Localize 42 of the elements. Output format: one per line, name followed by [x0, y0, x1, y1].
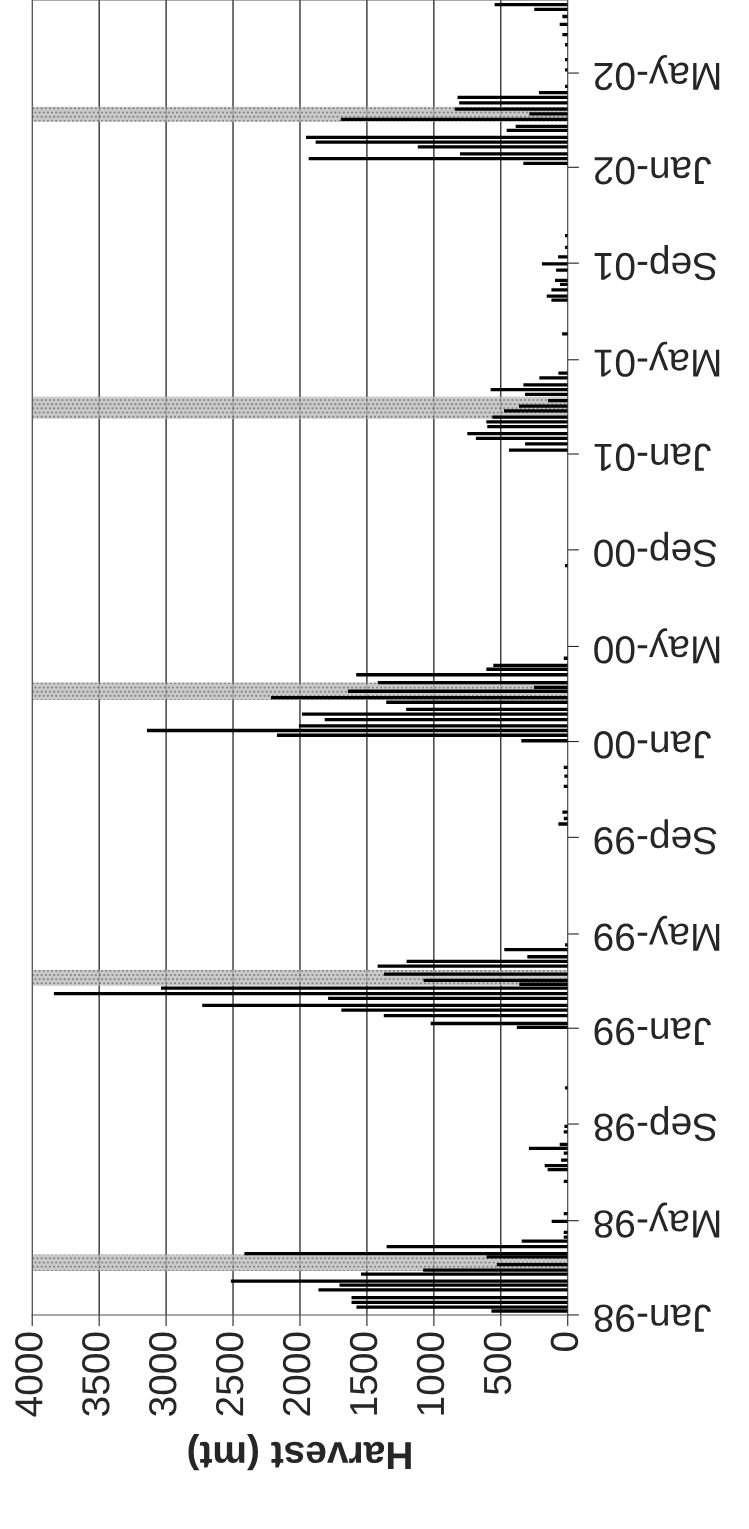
y-tick-label: Sep-00 [594, 531, 717, 567]
bar [521, 739, 568, 743]
bar [523, 161, 568, 166]
bar [521, 1239, 568, 1243]
x-tick-label: 3500 [82, 1332, 110, 1416]
x-tick-label: 1500 [349, 1332, 378, 1415]
y-tick-label: Jan-99 [594, 1017, 712, 1046]
x-tick-label: 500 [483, 1332, 512, 1395]
y-tick-label: Jan-02 [594, 156, 712, 185]
y-tick-label: Sep-01 [594, 245, 717, 281]
bar [506, 128, 568, 133]
y-tick-label: May-98 [594, 1202, 720, 1238]
bar [527, 955, 568, 959]
bar [496, 1263, 568, 1267]
y-tick-label: Jan-00 [594, 731, 712, 759]
x-tick-label: 2000 [282, 1332, 311, 1416]
bar [551, 288, 568, 292]
bar [564, 774, 568, 778]
x-tick-label: 4000 [15, 1332, 43, 1417]
y-tick-label: Jan-01 [594, 443, 712, 472]
bar [347, 689, 568, 693]
bar [558, 822, 568, 826]
bar [541, 262, 568, 266]
x-tick-label: 1000 [416, 1332, 445, 1415]
y-tick-label: May-99 [594, 915, 720, 952]
y-tick-label: May-00 [594, 628, 720, 664]
bar [508, 448, 568, 452]
y-tick-label: Sep-98 [594, 1105, 717, 1142]
y-tick-label: May-02 [594, 54, 720, 91]
bar [384, 972, 568, 976]
x-axis-title: Harvest (mt) [188, 1434, 411, 1471]
y-tick-label: Jan-98 [594, 1304, 712, 1333]
bar [423, 978, 568, 982]
bar [534, 7, 568, 12]
bar [551, 298, 568, 302]
x-tick-label: 3000 [148, 1332, 177, 1416]
bar [558, 255, 568, 259]
y-tick-label: May-01 [594, 341, 720, 377]
bar [546, 294, 568, 298]
x-tick-label: 0 [550, 1332, 579, 1352]
y-tick-label: Sep-99 [594, 819, 717, 855]
x-tick-label: 2500 [215, 1332, 244, 1416]
